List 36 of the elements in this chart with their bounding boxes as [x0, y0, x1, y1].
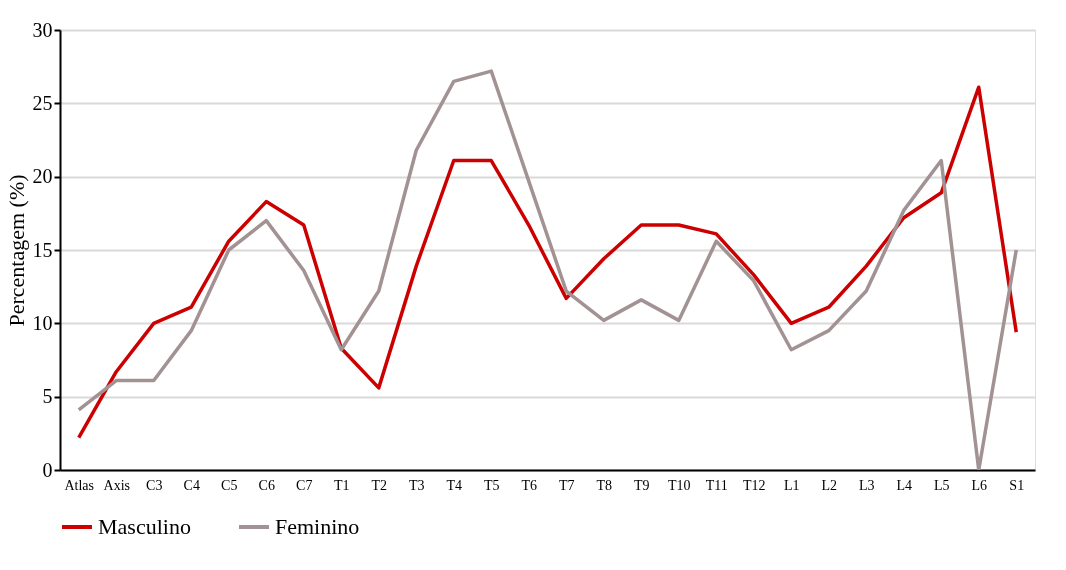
x-tick-label: T3: [408, 477, 425, 493]
x-tick-label: C3: [146, 477, 163, 493]
x-tick-label: S1: [1009, 477, 1025, 493]
y-tick-label: 25: [32, 91, 53, 114]
x-tick-label: L5: [933, 477, 950, 493]
y-tick-label: 20: [32, 165, 53, 188]
y-axis-title: Percentagem (%): [3, 174, 29, 327]
y-tick-label: 30: [32, 18, 53, 41]
x-tick-label: L6: [971, 477, 988, 493]
x-tick-label: T8: [596, 477, 613, 493]
legend-label: Masculino: [98, 514, 191, 539]
x-tick-label: T6: [521, 477, 538, 493]
x-tick-label: T11: [705, 477, 728, 493]
y-tick-label: 10: [32, 311, 53, 334]
x-tick-label: C4: [183, 477, 200, 493]
x-tick-label: T12: [742, 477, 766, 493]
x-tick-label: C6: [258, 477, 275, 493]
x-tick-label: Atlas: [64, 477, 95, 493]
x-tick-label: T5: [483, 477, 500, 493]
x-tick-label: T1: [333, 477, 350, 493]
x-tick-label: C7: [296, 477, 313, 493]
y-tick-label: 0: [42, 458, 53, 481]
y-tick-label: 15: [32, 238, 53, 261]
x-tick-label: L4: [896, 477, 913, 493]
x-tick-label: T7: [558, 477, 575, 493]
x-tick-label: L3: [858, 477, 875, 493]
legend-label: Feminino: [275, 514, 360, 539]
x-tick-label: C5: [221, 477, 238, 493]
x-tick-label: T10: [667, 477, 691, 493]
x-tick-label: T4: [446, 477, 463, 493]
x-tick-label: L2: [821, 477, 838, 493]
y-tick-label: 5: [42, 385, 53, 408]
x-tick-label: Axis: [103, 477, 130, 493]
x-tick-label: T9: [633, 477, 650, 493]
x-tick-label: T2: [371, 477, 388, 493]
x-tick-label: L1: [783, 477, 800, 493]
